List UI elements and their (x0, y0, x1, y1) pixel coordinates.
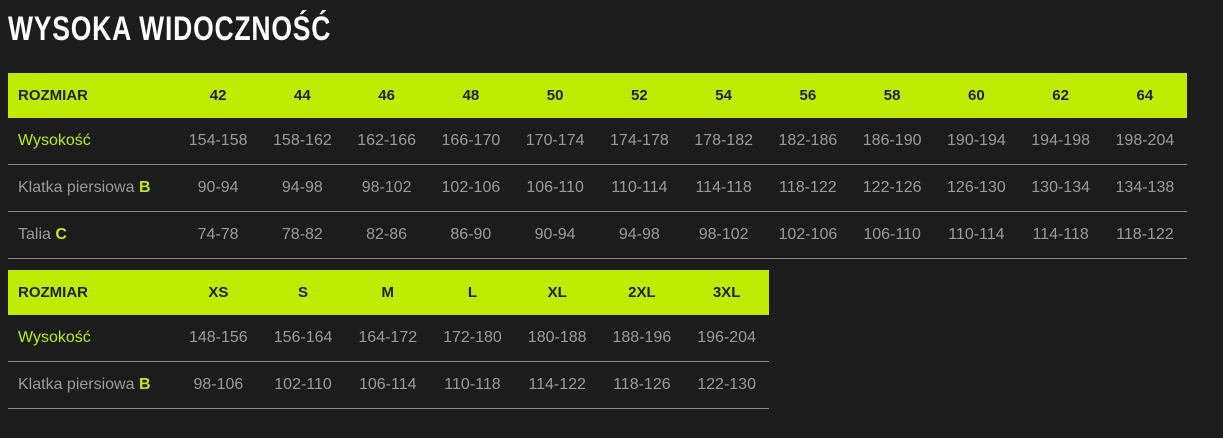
value-cell: 102-106 (765, 211, 850, 259)
table-row: Klatka piersiowa B 98-106 102-110 106-114 11… (8, 361, 769, 409)
header-label: ROZMIAR (8, 73, 176, 118)
value-cell: 180-188 (514, 315, 600, 362)
table-row: Wysokość 148-156 156-164 164-172 172-180 180-… (8, 315, 769, 362)
value-cell: 98-102 (681, 211, 766, 259)
value-cell: 118-122 (765, 164, 850, 212)
value-cell: 174-178 (597, 118, 682, 165)
value-cell: 158-162 (260, 118, 345, 165)
value-cell: 134-138 (1102, 164, 1187, 212)
value-cell: 182-186 (765, 118, 850, 165)
size-header: 42 (176, 73, 261, 118)
size-header: 48 (428, 73, 513, 118)
size-header: M (345, 270, 431, 315)
measure-marker: C (55, 226, 67, 243)
size-header: 52 (597, 73, 682, 118)
value-cell: 126-130 (934, 164, 1019, 212)
value-cell: 118-122 (1102, 211, 1187, 259)
value-cell: 114-122 (514, 361, 600, 409)
value-cell: 102-106 (428, 164, 513, 212)
size-header: 62 (1018, 73, 1103, 118)
value-cell: 186-190 (850, 118, 935, 165)
row-label: Wysokość (18, 132, 91, 149)
value-cell: 98-102 (344, 164, 429, 212)
value-cell: 102-110 (260, 361, 346, 409)
value-cell: 90-94 (513, 211, 598, 259)
size-table-letter: ROZMIAR XS S M L XL 2XL 3XL Wysokość 148-156 156-1… (8, 270, 769, 409)
value-cell: 94-98 (260, 164, 345, 212)
value-cell: 148-156 (176, 315, 261, 362)
row-label: Klatka piersiowa (18, 179, 135, 196)
value-cell: 162-166 (344, 118, 429, 165)
row-label-cell: Klatka piersiowa B (8, 361, 176, 409)
value-cell: 114-118 (681, 164, 766, 212)
value-cell: 114-118 (1018, 211, 1103, 259)
size-header: 58 (850, 73, 935, 118)
value-cell: 110-114 (597, 164, 682, 212)
value-cell: 106-114 (345, 361, 431, 409)
size-header: 64 (1102, 73, 1187, 118)
size-header: XL (514, 270, 600, 315)
size-header: 46 (344, 73, 429, 118)
row-label: Talia (18, 226, 51, 243)
value-cell: 172-180 (430, 315, 515, 362)
value-cell: 156-164 (260, 315, 346, 362)
row-label: Wysokość (18, 329, 91, 346)
size-table-numeric: ROZMIAR 42 44 46 48 50 52 54 56 58 60 62 64 Wysokość 1… (8, 73, 1187, 259)
size-header: 3XL (684, 270, 769, 315)
value-cell: 194-198 (1018, 118, 1103, 165)
value-cell: 130-134 (1018, 164, 1103, 212)
row-label-cell: Wysokość (8, 315, 176, 362)
header-label: ROZMIAR (8, 270, 176, 315)
value-cell: 178-182 (681, 118, 766, 165)
table-row: Klatka piersiowa B 90-94 94-98 98-102 102-10… (8, 164, 1187, 212)
size-header: 60 (934, 73, 1019, 118)
row-label-cell: Wysokość (8, 118, 176, 165)
size-header: 2XL (599, 270, 685, 315)
value-cell: 98-106 (176, 361, 261, 409)
value-cell: 74-78 (176, 211, 261, 259)
value-cell: 170-174 (513, 118, 598, 165)
size-header: 54 (681, 73, 766, 118)
size-header: 56 (765, 73, 850, 118)
value-cell: 110-118 (430, 361, 515, 409)
value-cell: 122-130 (684, 361, 769, 409)
size-header: 50 (513, 73, 598, 118)
row-label-cell: Talia C (8, 211, 176, 259)
row-label: Klatka piersiowa (18, 376, 135, 393)
value-cell: 188-196 (599, 315, 685, 362)
value-cell: 190-194 (934, 118, 1019, 165)
value-cell: 122-126 (850, 164, 935, 212)
value-cell: 86-90 (428, 211, 513, 259)
value-cell: 82-86 (344, 211, 429, 259)
measure-marker: B (138, 179, 151, 196)
size-header: L (430, 270, 515, 315)
value-cell: 196-204 (684, 315, 769, 362)
table-row: Talia C 74-78 78-82 82-86 86-90 90-94 94-98 98-… (8, 211, 1187, 259)
value-cell: 110-114 (934, 211, 1019, 259)
value-cell: 118-126 (599, 361, 685, 409)
value-cell: 166-170 (428, 118, 513, 165)
size-header: 44 (260, 73, 345, 118)
value-cell: 198-204 (1102, 118, 1187, 165)
page-title: WYSOKA WIDOCZNOŚĆ (8, 10, 332, 48)
header-row: ROZMIAR 42 44 46 48 50 52 54 56 58 60 62 64 (8, 73, 1187, 118)
value-cell: 106-110 (850, 211, 935, 259)
value-cell: 154-158 (176, 118, 261, 165)
table-row: Wysokość 154-158 158-162 162-166 166-170 170-… (8, 118, 1187, 165)
size-header: XS (176, 270, 261, 315)
value-cell: 94-98 (597, 211, 682, 259)
value-cell: 90-94 (176, 164, 261, 212)
value-cell: 164-172 (345, 315, 431, 362)
header-row: ROZMIAR XS S M L XL 2XL 3XL (8, 270, 769, 315)
value-cell: 106-110 (513, 164, 598, 212)
measure-marker: B (138, 376, 151, 393)
row-label-cell: Klatka piersiowa B (8, 164, 176, 212)
size-header: S (260, 270, 346, 315)
value-cell: 78-82 (260, 211, 345, 259)
